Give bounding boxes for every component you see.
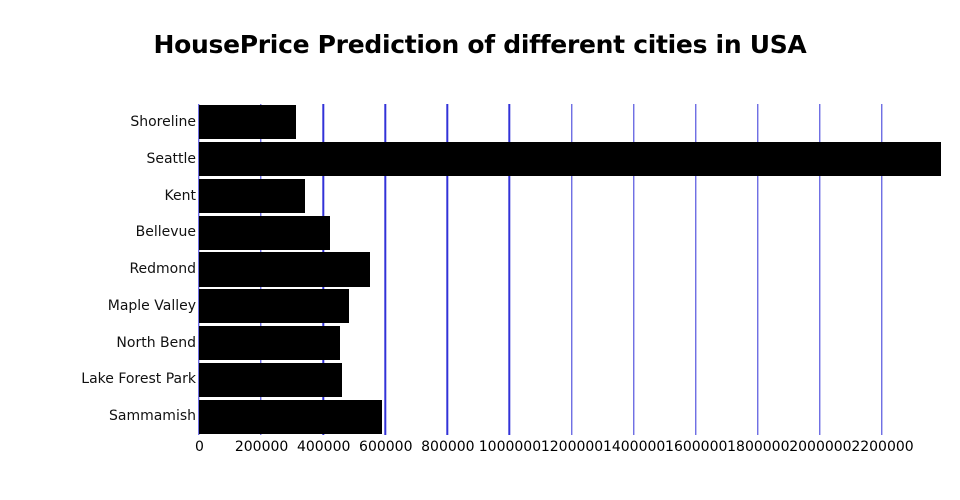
x-tick-label: 800000: [421, 439, 475, 455]
x-tick-label: 2200000: [851, 439, 914, 455]
y-label-bellevue: Bellevue: [135, 224, 196, 241]
x-tick-label: 200000: [234, 439, 289, 455]
y-label-lake-forest-park: Lake Forest Park: [81, 371, 196, 388]
grid-line-1200000: [570, 104, 573, 435]
grid-line-800000: [446, 104, 449, 435]
x-tick-label: 1800000: [727, 439, 790, 455]
bar-maple-valley: [199, 289, 349, 324]
bar-sammamish: [199, 399, 382, 434]
chart-title: HousePrice Prediction of different citie…: [153, 30, 807, 59]
y-label-north-bend: North Bend: [116, 334, 196, 351]
x-tick-label: 600000: [359, 439, 413, 455]
x-tick-label: 1600000: [665, 439, 728, 455]
y-label-seattle: Seattle: [146, 150, 196, 167]
bar-lake-forest-park: [199, 362, 343, 397]
y-label-kent: Kent: [164, 187, 196, 204]
grid-line-1000000: [508, 104, 511, 435]
bar-kent: [199, 178, 306, 214]
bar-seattle: [199, 142, 941, 177]
y-label-maple-valley: Maple Valley: [107, 297, 196, 314]
x-tick-label: 1400000: [602, 439, 666, 455]
x-tick-label: 400000: [296, 439, 351, 455]
bar-bellevue: [199, 215, 330, 250]
x-tick-label: 2000000: [789, 439, 852, 455]
grid-line-600000: [384, 104, 386, 435]
grid-line-2000000: [819, 104, 821, 435]
x-tick-label: 1200000: [540, 439, 604, 455]
grid-line-1600000: [695, 104, 697, 435]
x-tick-label: 0: [195, 439, 204, 455]
y-label-sammamish: Sammamish: [108, 408, 196, 425]
bar-north-bend: [199, 325, 340, 361]
x-tick-label: 1000000: [478, 439, 542, 455]
y-label-shoreline: Shoreline: [130, 114, 196, 130]
y-label-redmond: Redmond: [129, 261, 196, 278]
grid-line-1400000: [632, 104, 635, 435]
bar-shoreline: [199, 105, 296, 140]
bar-redmond: [199, 252, 370, 287]
plot-area: [198, 104, 941, 435]
grid-line-2200000: [881, 104, 883, 435]
grid-line-1800000: [757, 104, 759, 435]
